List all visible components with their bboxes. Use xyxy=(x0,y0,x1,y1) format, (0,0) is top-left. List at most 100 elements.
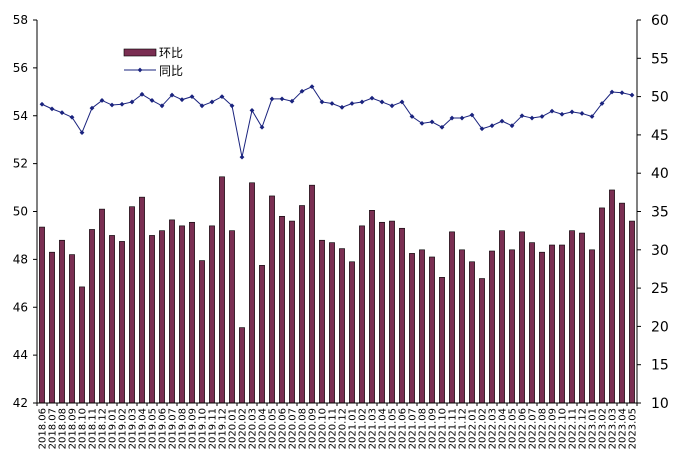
line-point-2020.02 xyxy=(239,154,245,160)
bar-2020.03 xyxy=(249,182,255,404)
x-tick-label: 2023.01 xyxy=(588,408,599,449)
line-point-2022.04 xyxy=(499,118,505,124)
bar-2021.05 xyxy=(389,220,395,404)
x-tick-label: 2021.06 xyxy=(398,408,409,449)
line-point-2022.10 xyxy=(559,111,565,117)
line-point-2019.06 xyxy=(159,103,165,109)
line-series-group xyxy=(39,84,635,160)
bar-2023.05 xyxy=(629,220,635,404)
right-tick-label: 15 xyxy=(651,358,669,374)
line-point-2020.11 xyxy=(329,101,335,106)
bar-2022.12 xyxy=(579,232,585,404)
x-tick-label: 2021.10 xyxy=(438,408,449,449)
bar-2021.06 xyxy=(399,227,405,404)
line-point-2019.12 xyxy=(219,94,225,99)
x-tick-label: 2019.03 xyxy=(128,408,139,449)
left-tick-label: 56 xyxy=(13,61,28,75)
x-tick-label: 2019.12 xyxy=(218,408,229,449)
bar-2022.07 xyxy=(529,242,535,404)
right-tick-label: 25 xyxy=(651,281,669,297)
x-tick-label: 2022.11 xyxy=(568,408,579,449)
bar-2020.05 xyxy=(269,195,275,404)
bar-2021.01 xyxy=(349,261,355,404)
x-tick-label: 2021.04 xyxy=(378,408,389,449)
x-tick-label: 2020.07 xyxy=(288,408,299,449)
line-point-2019.10 xyxy=(199,103,205,109)
bar-2018.10 xyxy=(79,286,85,404)
line-point-2018.10 xyxy=(79,130,85,136)
left-tick-label: 42 xyxy=(13,396,28,410)
bar-2018.09 xyxy=(69,254,75,404)
bar-2021.04 xyxy=(379,221,385,404)
x-tick-label: 2019.10 xyxy=(198,408,209,449)
x-tick-label: 2023.02 xyxy=(598,408,609,449)
line-point-2023.01 xyxy=(589,114,595,119)
bar-2021.11 xyxy=(449,231,455,404)
line-point-2018.12 xyxy=(99,98,105,103)
bar-2019.06 xyxy=(159,230,165,404)
line-point-2019.08 xyxy=(179,97,185,103)
bar-2020.10 xyxy=(319,239,325,404)
line-point-2021.04 xyxy=(379,99,385,105)
x-tick-label: 2023.03 xyxy=(608,408,619,449)
x-tick-label: 2019.01 xyxy=(108,408,119,449)
line-point-2018.08 xyxy=(59,110,65,116)
line-point-2022.09 xyxy=(549,108,555,114)
x-tick-label: 2022.06 xyxy=(518,408,529,449)
x-tick-label: 2019.07 xyxy=(168,408,179,449)
x-tick-label: 2023.04 xyxy=(618,408,629,449)
bar-2020.06 xyxy=(279,215,285,404)
bar-2023.04 xyxy=(619,202,625,404)
bar-2019.04 xyxy=(139,196,145,404)
bar-2020.04 xyxy=(259,265,265,404)
left-tick-label: 54 xyxy=(13,109,28,123)
line-point-2020.09 xyxy=(309,84,315,90)
line-point-2021.02 xyxy=(359,99,365,105)
line-point-2020.05 xyxy=(269,96,275,102)
left-tick-label: 48 xyxy=(13,252,28,266)
bar-2019.12 xyxy=(219,176,225,404)
line-point-2021.12 xyxy=(459,115,465,121)
x-tick-label: 2019.11 xyxy=(208,408,219,449)
x-tick-label: 2020.08 xyxy=(298,408,309,449)
line-point-2022.12 xyxy=(579,111,585,116)
bar-2022.05 xyxy=(509,249,515,404)
x-tick-label: 2022.10 xyxy=(558,408,569,449)
x-tick-label: 2019.04 xyxy=(138,408,149,449)
bar-2021.10 xyxy=(439,277,445,404)
line-point-2021.11 xyxy=(449,115,455,121)
x-tick-label: 2018.06 xyxy=(38,408,49,449)
x-tick-label: 2018.07 xyxy=(48,408,59,449)
line-point-2019.05 xyxy=(149,98,155,103)
line-point-2019.01 xyxy=(109,102,115,108)
bar-2022.01 xyxy=(469,261,475,404)
x-tick-label: 2021.05 xyxy=(388,408,399,449)
legend-swatch-bar xyxy=(123,48,157,57)
legend-swatch-marker xyxy=(137,67,143,73)
bar-2022.08 xyxy=(539,251,545,404)
line-point-2022.08 xyxy=(539,114,545,119)
bar-2018.12 xyxy=(99,208,105,404)
line-point-2020.07 xyxy=(289,98,295,104)
line-point-2023.05 xyxy=(629,92,635,98)
right-tick-label: 20 xyxy=(651,319,669,335)
line-point-2018.11 xyxy=(89,105,95,111)
line-point-2020.12 xyxy=(339,104,345,110)
bar-2021.07 xyxy=(409,253,415,404)
line-point-2022.07 xyxy=(529,115,535,121)
left-tick-label: 52 xyxy=(13,157,28,171)
bar-2023.02 xyxy=(599,207,605,404)
bar-2021.02 xyxy=(359,225,365,404)
bar-2020.11 xyxy=(329,242,335,404)
bar-2020.02 xyxy=(239,327,245,404)
bar-2022.06 xyxy=(519,231,525,404)
line-point-2021.07 xyxy=(409,114,415,119)
line-point-2021.09 xyxy=(429,119,435,125)
right-tick-label: 40 xyxy=(651,166,669,182)
x-tick-label: 2022.05 xyxy=(508,408,519,449)
bar-2020.12 xyxy=(339,248,345,404)
bar-2018.07 xyxy=(49,251,55,404)
line-point-2021.05 xyxy=(389,103,395,109)
line-point-2023.03 xyxy=(609,89,615,95)
